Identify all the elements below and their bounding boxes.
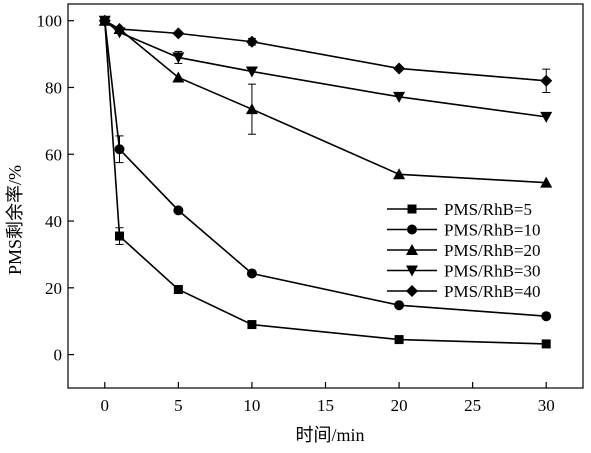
point-3-5 — [540, 111, 553, 123]
ticks: 0 5 10 15 20 25 30 0 20 40 60 80 100 — [37, 12, 555, 415]
legend-label-4: PMS/RhB=40 — [444, 282, 541, 301]
legend-marker-3 — [406, 265, 418, 277]
point-4-4 — [393, 62, 406, 75]
plot-frame — [67, 3, 584, 389]
x-tick-label-3: 15 — [317, 396, 334, 415]
point-0-2 — [173, 284, 183, 294]
legend-entry-4: PMS/RhB=40 — [387, 282, 541, 301]
point-0-5 — [541, 339, 551, 349]
series-line-2 — [104, 19, 547, 184]
point-0-3 — [247, 320, 257, 330]
legend-entry-0: PMS/RhB=5 — [387, 200, 532, 219]
legend-label-1: PMS/RhB=10 — [444, 221, 541, 240]
x-tick-label-4: 20 — [391, 396, 408, 415]
point-0-1 — [115, 231, 124, 241]
y-tick-label-5: 100 — [37, 12, 63, 31]
series-4 — [98, 14, 553, 93]
point-1-3 — [246, 268, 257, 279]
legend-entry-3: PMS/RhB=30 — [387, 262, 541, 281]
point-3-3 — [245, 66, 258, 78]
point-1-4 — [394, 300, 405, 311]
point-0-4 — [394, 335, 404, 345]
legend-marker-2 — [406, 244, 418, 255]
legend-label-0: PMS/RhB=5 — [444, 200, 532, 219]
point-4-5 — [540, 74, 553, 87]
x-tick-label-1: 5 — [174, 396, 183, 415]
series-line-3 — [104, 20, 547, 118]
point-2-5 — [540, 176, 553, 188]
x-tick-label-0: 0 — [101, 396, 110, 415]
point-2-2 — [172, 71, 185, 83]
y-tick-label-4: 80 — [45, 78, 62, 97]
series-line-1 — [103, 20, 547, 318]
y-tick-label-0: 0 — [54, 346, 63, 365]
x-tick-label-2: 10 — [243, 396, 260, 415]
y-axis-title: PMS剩余率/% — [5, 165, 25, 275]
legend-marker-1 — [407, 224, 417, 235]
point-1-1 — [114, 144, 125, 155]
x-axis-title: 时间/min — [295, 425, 364, 445]
y-tick-label-3: 60 — [45, 145, 62, 164]
point-4-1 — [113, 23, 126, 36]
y-tick-label-2: 40 — [45, 212, 62, 231]
point-1-2 — [173, 205, 184, 216]
legend-entry-2: PMS/RhB=20 — [387, 241, 541, 260]
legend-label-3: PMS/RhB=30 — [444, 262, 541, 281]
x-tick-label-6: 30 — [538, 396, 555, 415]
series-2 — [98, 14, 553, 188]
point-4-0 — [98, 14, 111, 27]
point-3-2 — [172, 52, 185, 64]
series-group — [98, 14, 553, 349]
x-tick-label-5: 25 — [464, 396, 481, 415]
legend-marker-0 — [407, 204, 417, 214]
point-4-2 — [172, 27, 185, 40]
y-tick-label-1: 20 — [45, 279, 62, 298]
point-2-3 — [245, 103, 258, 115]
point-3-4 — [393, 91, 406, 103]
point-1-5 — [541, 311, 552, 322]
legend-label-2: PMS/RhB=20 — [444, 241, 541, 260]
legend-marker-4 — [406, 285, 418, 297]
point-2-4 — [393, 168, 406, 180]
point-4-3 — [245, 35, 258, 48]
axes — [67, 3, 584, 389]
legend-entry-1: PMS/RhB=10 — [387, 221, 541, 240]
series-line-0 — [103, 20, 547, 345]
